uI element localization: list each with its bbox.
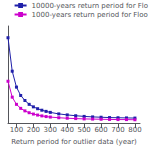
svg-text:700: 700 [111,126,124,134]
svg-text:500: 500 [77,126,90,134]
svg-text:400: 400 [61,126,74,134]
svg-text:300: 300 [44,126,57,134]
svg-text:800: 800 [128,126,141,134]
svg-text:10000-years return period for: 10000-years return period for Flo [32,2,148,10]
svg-text:600: 600 [94,126,107,134]
svg-text:100: 100 [10,126,23,134]
svg-text:200: 200 [27,126,40,134]
svg-text:Return period for outlier data: Return period for outlier data (year) [11,138,137,146]
svg-text:1000-years return period for F: 1000-years return period for Floo [32,11,148,19]
